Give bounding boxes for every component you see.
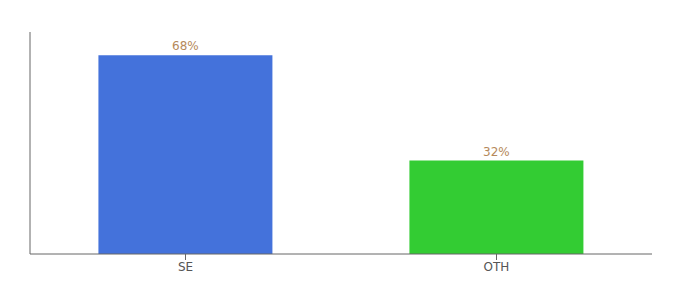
svg-text:68%: 68% — [172, 39, 199, 53]
svg-text:32%: 32% — [483, 145, 510, 159]
svg-text:SE: SE — [178, 260, 193, 274]
svg-text:OTH: OTH — [484, 260, 510, 274]
